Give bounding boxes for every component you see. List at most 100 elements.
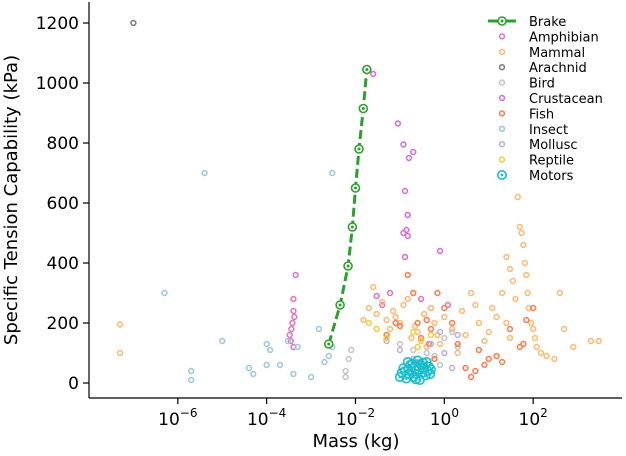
mammal-point [587, 337, 595, 345]
amphibian-point [290, 307, 297, 315]
insect-point [263, 340, 270, 348]
legend-label: Bird [529, 77, 555, 92]
bird-point [436, 361, 444, 369]
legend-label: Motors [529, 169, 574, 184]
mammal-point [392, 313, 399, 321]
y-tick-label: 800 [47, 134, 79, 154]
legend-label: Mammal [529, 46, 585, 61]
insect-point [245, 364, 253, 372]
series-mammal [116, 193, 602, 363]
mammal-point [595, 337, 602, 345]
fish-point [383, 331, 390, 339]
motors-point-core [400, 371, 404, 374]
amphibian-point [289, 319, 296, 327]
motors-point [410, 374, 421, 385]
series-reptile [365, 319, 435, 351]
bird-point [448, 328, 456, 336]
x-axis-title: Mass (kg) [313, 431, 400, 452]
motors-point [425, 364, 436, 375]
insect-point [188, 367, 195, 375]
series-fish [383, 271, 537, 381]
mammal-point [514, 193, 521, 201]
motors-point [402, 356, 413, 367]
fish-point [417, 334, 425, 342]
mammal-point [454, 349, 461, 357]
fish-point [448, 319, 456, 327]
mammal-point [116, 349, 124, 357]
brake-point-core [338, 303, 342, 307]
legend-swatch [498, 63, 506, 71]
motors-point-core [405, 377, 408, 380]
bird-point [342, 367, 349, 375]
mammal-point [512, 295, 519, 303]
insect-point [325, 352, 332, 360]
crustacean-point [403, 226, 410, 234]
fish-point [427, 325, 435, 333]
y-tick-label: 600 [47, 194, 79, 214]
brake-point-core [327, 342, 331, 346]
legend-label: Amphibian [529, 30, 599, 45]
mammal-point [427, 304, 435, 312]
mammal-point [373, 310, 380, 318]
legend-label: Insect [529, 123, 568, 138]
crustacean-point [404, 232, 411, 240]
x-axis-ticks: 10−6 10−4 10−2 100 102 [158, 398, 548, 430]
motors-point [417, 357, 428, 368]
mammal-point [503, 319, 510, 327]
x-tick-label: 10−2 [336, 406, 375, 430]
mammal-point [462, 331, 469, 339]
mammal-point [570, 343, 577, 351]
mammal-point [551, 355, 558, 363]
legend-swatch [498, 125, 506, 133]
mammal-point [386, 325, 394, 333]
mammal-point [472, 301, 479, 309]
mollusc-point [441, 349, 448, 357]
legend-item-fish: Fish [498, 107, 554, 122]
mammal-point [531, 334, 539, 342]
mollusc-point [383, 337, 390, 345]
mammal-point [408, 334, 415, 342]
motors-point-core [421, 361, 425, 364]
legend-label: Reptile [529, 154, 574, 169]
mammal-point [116, 321, 124, 328]
crustacean-point [405, 154, 413, 162]
legend-label: Arachnid [529, 61, 587, 76]
insect-point [315, 325, 323, 333]
insect-point [290, 370, 297, 378]
motors-point [420, 370, 431, 381]
insect-point [329, 169, 336, 177]
arachnid-point [130, 19, 137, 27]
crustacean-point [401, 187, 409, 195]
mammal-point [360, 316, 367, 324]
mammal-point [431, 319, 438, 327]
mammal-point [524, 289, 531, 297]
legend-label: Crustacean [529, 92, 603, 107]
mammal-point [556, 289, 564, 297]
amphibian-point [417, 295, 425, 303]
mammal-point [458, 307, 466, 315]
mammal-point [493, 313, 500, 321]
insect-point [284, 337, 292, 345]
series-bird [342, 328, 461, 381]
bird-point [347, 346, 355, 354]
amphibian-point [286, 331, 293, 339]
fish-point [441, 304, 448, 312]
crustacean-point [436, 247, 444, 255]
motors-point [394, 371, 405, 382]
fish-point [396, 322, 404, 330]
amphibian-point [288, 325, 295, 333]
mollusc-point [396, 346, 404, 354]
series-brake [323, 64, 372, 349]
legend-swatch [498, 48, 506, 55]
bird-point [342, 373, 349, 381]
mammal-point [561, 325, 568, 333]
crustacean-point [369, 70, 377, 78]
mammal-point [379, 298, 386, 306]
y-axis-ticks: 0 200 400 600 800 1000 1200 [36, 14, 89, 394]
legend-swatch-core [500, 173, 504, 177]
mammal-point [498, 289, 506, 297]
x-tick-label: 10−6 [158, 406, 197, 430]
mammal-point [518, 229, 525, 237]
reptile-point [414, 343, 421, 351]
legend-swatch [496, 170, 507, 181]
